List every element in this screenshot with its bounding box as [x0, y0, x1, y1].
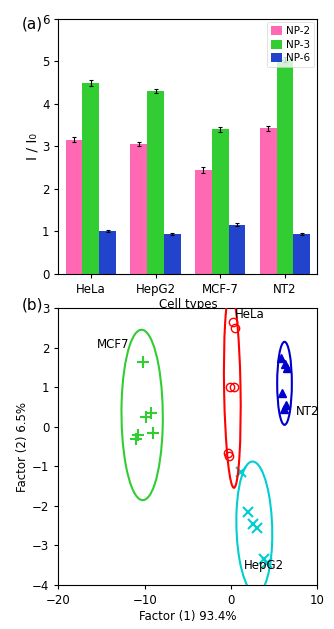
Text: (a): (a) [22, 16, 43, 31]
Bar [212, 129, 229, 274]
Text: (b): (b) [22, 297, 44, 312]
Bar [195, 170, 212, 274]
Text: NT2: NT2 [296, 405, 319, 418]
Y-axis label: Factor (2) 6.5%: Factor (2) 6.5% [16, 401, 29, 492]
Y-axis label: I / I₀: I / I₀ [25, 133, 39, 160]
Bar [99, 231, 116, 274]
Bar [65, 140, 82, 274]
X-axis label: Factor (1) 93.4%: Factor (1) 93.4% [139, 610, 236, 623]
Bar [130, 144, 147, 274]
Text: MCF7: MCF7 [97, 338, 130, 351]
X-axis label: Cell types: Cell types [159, 298, 217, 311]
Bar [147, 91, 164, 274]
Text: HeLa: HeLa [235, 308, 265, 321]
Legend: NP-2, NP-3, NP-6: NP-2, NP-3, NP-6 [267, 22, 314, 67]
Bar [164, 234, 181, 274]
Bar [82, 82, 99, 274]
Text: HepG2: HepG2 [244, 559, 284, 572]
Bar [293, 234, 310, 274]
Bar [260, 128, 277, 274]
Bar [229, 225, 245, 274]
Bar [277, 59, 293, 274]
